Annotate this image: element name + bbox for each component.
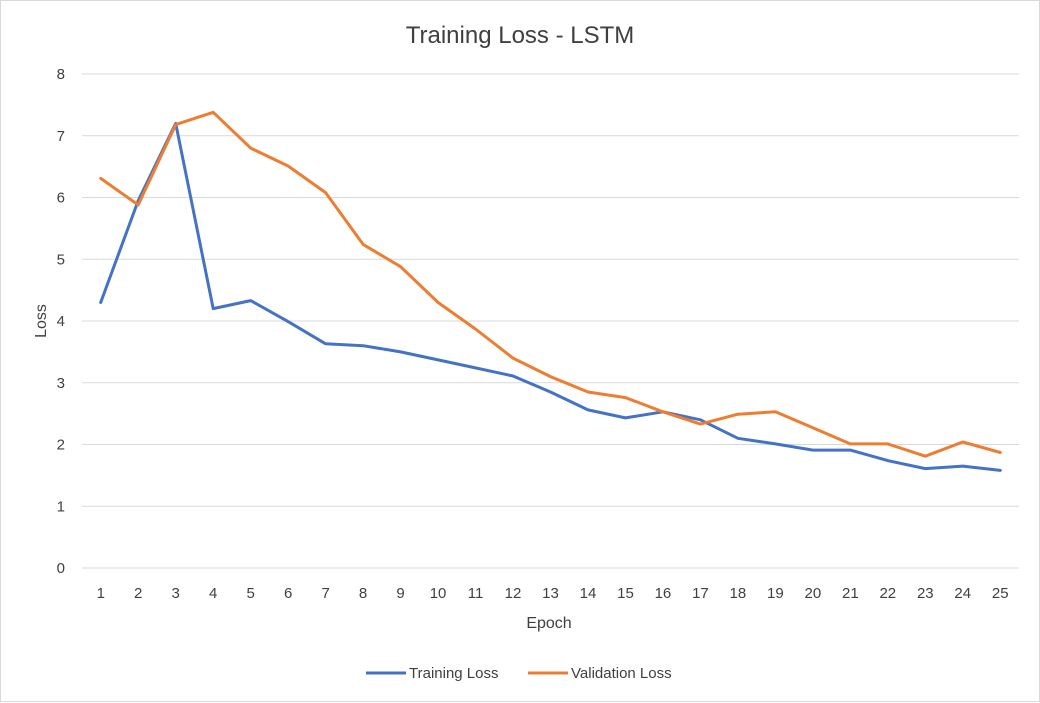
x-tick-label: 11 <box>468 585 484 602</box>
x-tick-label: 2 <box>134 585 142 602</box>
y-tick-label: 2 <box>57 437 65 454</box>
x-tick-label: 24 <box>954 585 971 602</box>
x-tick-label: 18 <box>730 585 747 602</box>
y-axis-tick-labels: 0 1 2 3 4 5 6 7 8 <box>57 66 65 577</box>
x-tick-label: 5 <box>246 585 254 602</box>
legend-item-validation-loss: Validation Loss <box>528 665 672 682</box>
x-tick-label: 21 <box>842 585 859 602</box>
y-tick-label: 1 <box>57 498 65 515</box>
x-tick-label: 17 <box>692 585 709 602</box>
x-tick-label: 6 <box>284 585 292 602</box>
x-tick-label: 20 <box>805 585 822 602</box>
x-axis-title: Epoch <box>526 615 571 632</box>
series-lines <box>99 110 1002 472</box>
x-tick-label: 1 <box>97 585 105 602</box>
x-tick-label: 7 <box>321 585 329 602</box>
x-tick-label: 3 <box>172 585 180 602</box>
x-tick-label: 14 <box>580 585 597 602</box>
x-tick-label: 8 <box>359 585 367 602</box>
x-tick-label: 4 <box>209 585 217 602</box>
legend-label: Validation Loss <box>571 665 672 682</box>
x-axis-tick-labels: 1 2 3 4 5 6 7 8 9 10 11 12 13 14 15 16 17 18 19 20 21 22 23 24 2… <box>97 585 1009 602</box>
x-tick-label: 22 <box>879 585 896 602</box>
series-line-training-loss <box>99 121 1002 472</box>
y-tick-label: 8 <box>57 66 65 83</box>
x-tick-label: 25 <box>992 585 1009 602</box>
gridlines <box>82 73 1019 569</box>
x-tick-label: 16 <box>655 585 672 602</box>
y-tick-label: 4 <box>57 313 65 330</box>
chart-title: Training Loss - LSTM <box>406 22 635 49</box>
x-tick-label: 15 <box>617 585 634 602</box>
series-line-validation-loss <box>99 110 1002 458</box>
x-tick-label: 10 <box>430 585 447 602</box>
x-tick-label: 9 <box>396 585 404 602</box>
y-tick-label: 0 <box>57 560 65 577</box>
x-tick-label: 12 <box>505 585 522 602</box>
legend: Training Loss Validation Loss <box>366 665 672 682</box>
legend-label: Training Loss <box>409 665 499 682</box>
y-axis-title: Loss <box>33 304 50 338</box>
legend-item-training-loss: Training Loss <box>366 665 499 682</box>
x-tick-label: 23 <box>917 585 934 602</box>
y-tick-label: 5 <box>57 251 65 268</box>
y-tick-label: 3 <box>57 375 65 392</box>
x-tick-label: 13 <box>542 585 559 602</box>
y-tick-label: 6 <box>57 190 65 207</box>
x-tick-label: 19 <box>767 585 784 602</box>
y-tick-label: 7 <box>57 128 65 145</box>
